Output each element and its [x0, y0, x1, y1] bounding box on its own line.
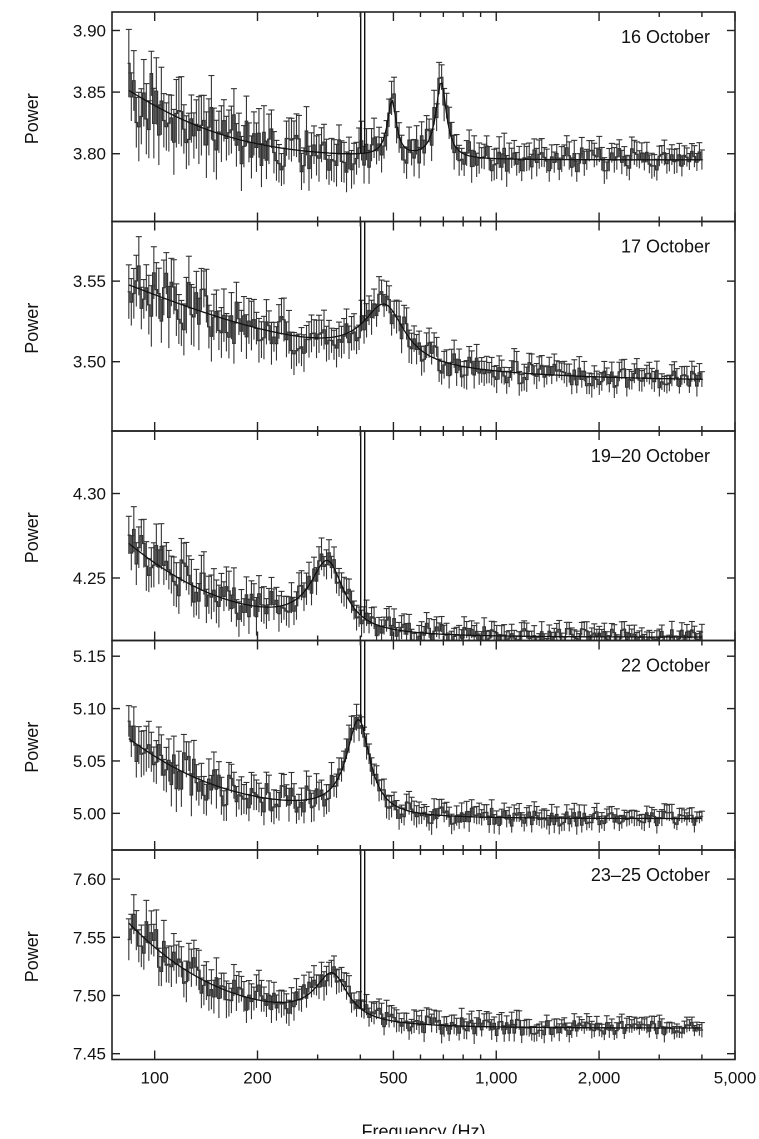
spectrum-series — [127, 913, 704, 1036]
panel-5: 7.45 7.50 7.55 7.60 Power 23–25 October — [22, 849, 736, 1064]
y-tick-label: 7.50 — [73, 986, 106, 1005]
y-tick-label: 7.45 — [73, 1045, 106, 1064]
plot-area — [125, 850, 705, 1044]
model-fit-line — [128, 82, 702, 161]
y-tick-label: 4.25 — [73, 569, 106, 588]
model-fit-line — [128, 284, 702, 380]
y-tick-label: 5.15 — [73, 647, 106, 666]
x-tick-label: 1,000 — [475, 1069, 518, 1088]
spectrum-series — [127, 62, 704, 173]
y-axis-label: Power — [22, 931, 42, 982]
y-tick-label: 5.10 — [73, 700, 106, 719]
x-tick-label: 5,000 — [714, 1069, 757, 1088]
spectrum-series — [127, 528, 704, 641]
model-fit-line — [128, 718, 702, 820]
panel-title: 23–25 October — [591, 865, 710, 885]
y-tick-label: 3.55 — [73, 272, 106, 291]
panel-3: 4.25 4.30 Power 19–20 October — [22, 430, 736, 642]
plot-area — [125, 431, 705, 641]
panel-1: 3.80 3.85 3.90 Power 16 October — [22, 11, 736, 223]
x-tick-label: 100 — [140, 1069, 168, 1088]
y-tick-label: 3.90 — [73, 21, 106, 40]
y-tick-label: 5.05 — [73, 752, 106, 771]
x-tick-label: 2,000 — [578, 1069, 621, 1088]
panel-2: 3.50 3.55 Power 17 October — [22, 220, 736, 432]
y-axis-label: Power — [22, 722, 42, 773]
panel-title: 22 October — [621, 656, 710, 676]
y-axis-label: Power — [22, 512, 42, 563]
y-tick-label: 3.50 — [73, 353, 106, 372]
model-fit-line — [128, 542, 702, 638]
plot-area — [125, 640, 705, 835]
x-axis-title: Frequency (Hz) — [361, 1122, 485, 1135]
y-tick-label: 5.00 — [73, 804, 106, 823]
panel-title: 19–20 October — [591, 446, 710, 466]
panel-title: 17 October — [621, 237, 710, 257]
plot-area — [125, 221, 705, 398]
panel-4: 5.00 5.05 5.10 5.15 Power 22 October — [22, 639, 736, 851]
panel-frame — [111, 849, 736, 1061]
y-tick-label: 3.80 — [73, 145, 106, 164]
x-tick-label: 500 — [379, 1069, 407, 1088]
model-fit-line — [128, 922, 702, 1029]
panel-title: 16 October — [621, 27, 710, 47]
x-tick-label: 200 — [243, 1069, 271, 1088]
y-tick-label: 7.55 — [73, 928, 106, 947]
y-tick-label: 4.30 — [73, 485, 106, 504]
y-axis-label: Power — [22, 303, 42, 354]
y-tick-label: 3.85 — [73, 83, 106, 102]
y-tick-label: 7.60 — [73, 870, 106, 889]
plot-area — [125, 12, 705, 193]
y-axis-label: Power — [22, 93, 42, 144]
